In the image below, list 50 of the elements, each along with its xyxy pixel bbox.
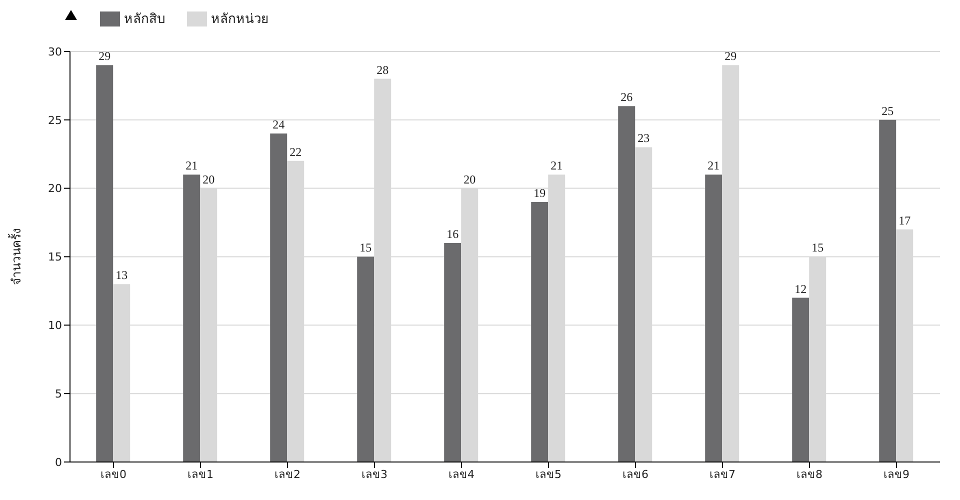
- y-tick-label: 30: [48, 45, 62, 58]
- data-label: 16: [446, 227, 459, 242]
- y-tick-label: 10: [48, 319, 62, 332]
- data-label: 20: [202, 172, 215, 186]
- y-tick-label: 15: [48, 250, 62, 264]
- data-label: 12: [794, 282, 807, 296]
- bar: [357, 256, 374, 462]
- data-label: 13: [116, 268, 128, 282]
- legend-label: หลักหน่วย: [211, 12, 269, 27]
- bar: [270, 134, 288, 462]
- bar: [96, 65, 114, 462]
- y-tick-label: 25: [48, 114, 62, 127]
- data-label: 22: [290, 144, 302, 159]
- data-label: 19: [534, 186, 546, 200]
- x-tick-label: เลข9: [884, 468, 910, 481]
- legend-label: หลักสิบ: [124, 12, 165, 27]
- y-axis-title: จำนวนครั้ง: [7, 228, 24, 286]
- bar: [444, 243, 462, 462]
- data-label: 20: [464, 172, 476, 186]
- x-tick-label: เลข7: [710, 468, 736, 481]
- x-tick-label: เลข5: [536, 468, 562, 481]
- data-label: 23: [638, 131, 650, 146]
- data-label: 26: [620, 90, 633, 104]
- bar: [705, 174, 722, 462]
- bar: [183, 174, 200, 462]
- x-tick-label: เลข2: [274, 468, 300, 481]
- y-tick-label: 0: [55, 456, 62, 469]
- data-label: 17: [898, 213, 911, 228]
- x-tick-label: เลข8: [796, 468, 822, 481]
- data-label: 24: [272, 118, 285, 132]
- data-label: 29: [98, 49, 111, 64]
- data-label: 28: [376, 62, 389, 77]
- data-label: 21: [550, 158, 563, 173]
- bar: [792, 298, 810, 462]
- data-label: 21: [186, 158, 198, 173]
- data-label: 15: [812, 240, 824, 255]
- x-tick-label: เลข6: [622, 468, 648, 481]
- bar: [879, 120, 896, 462]
- y-tick-label: 20: [48, 182, 62, 196]
- x-tick-label: เลข4: [448, 468, 474, 481]
- data-label: 21: [708, 158, 720, 173]
- x-tick-label: เลข0: [100, 468, 126, 481]
- x-tick-label: เลข3: [362, 468, 388, 481]
- data-label: 29: [724, 49, 737, 64]
- bar: [531, 202, 548, 462]
- x-tick-label: เลข1: [188, 468, 214, 481]
- bar: [618, 106, 636, 462]
- data-label: 25: [882, 104, 894, 118]
- data-label: 15: [360, 240, 372, 255]
- y-tick-label: 5: [55, 387, 62, 400]
